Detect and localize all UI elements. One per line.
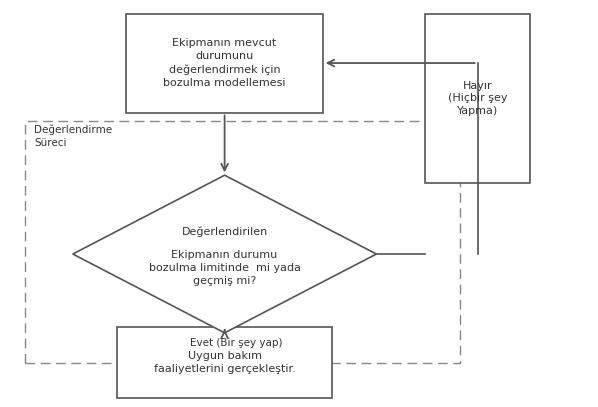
Bar: [25, 120, 460, 363]
Text: Evet (Bir şey yap): Evet (Bir şey yap): [190, 338, 283, 348]
Bar: [117, 327, 332, 398]
Text: Uygun bakım
faaliyetlerini gerçekleştir.: Uygun bakım faaliyetlerini gerçekleştir.: [154, 350, 295, 374]
Text: Ekipmanın durumu
bozulma limitinde  mi yada
geçmiş mi?: Ekipmanın durumu bozulma limitinde mi ya…: [148, 250, 301, 286]
Bar: [126, 13, 323, 113]
Polygon shape: [73, 175, 376, 333]
Text: Değerlendirme
Süreci: Değerlendirme Süreci: [34, 125, 112, 148]
Bar: [426, 13, 530, 183]
Text: Değerlendirilen: Değerlendirilen: [181, 227, 268, 237]
Text: Hayır
(Hiçbir şey
Yapma): Hayır (Hiçbir şey Yapma): [448, 81, 507, 116]
Text: Ekipmanın mevcut
durumunu
değerlendirmek için
bozulma modellemesi: Ekipmanın mevcut durumunu değerlendirmek…: [163, 38, 286, 88]
